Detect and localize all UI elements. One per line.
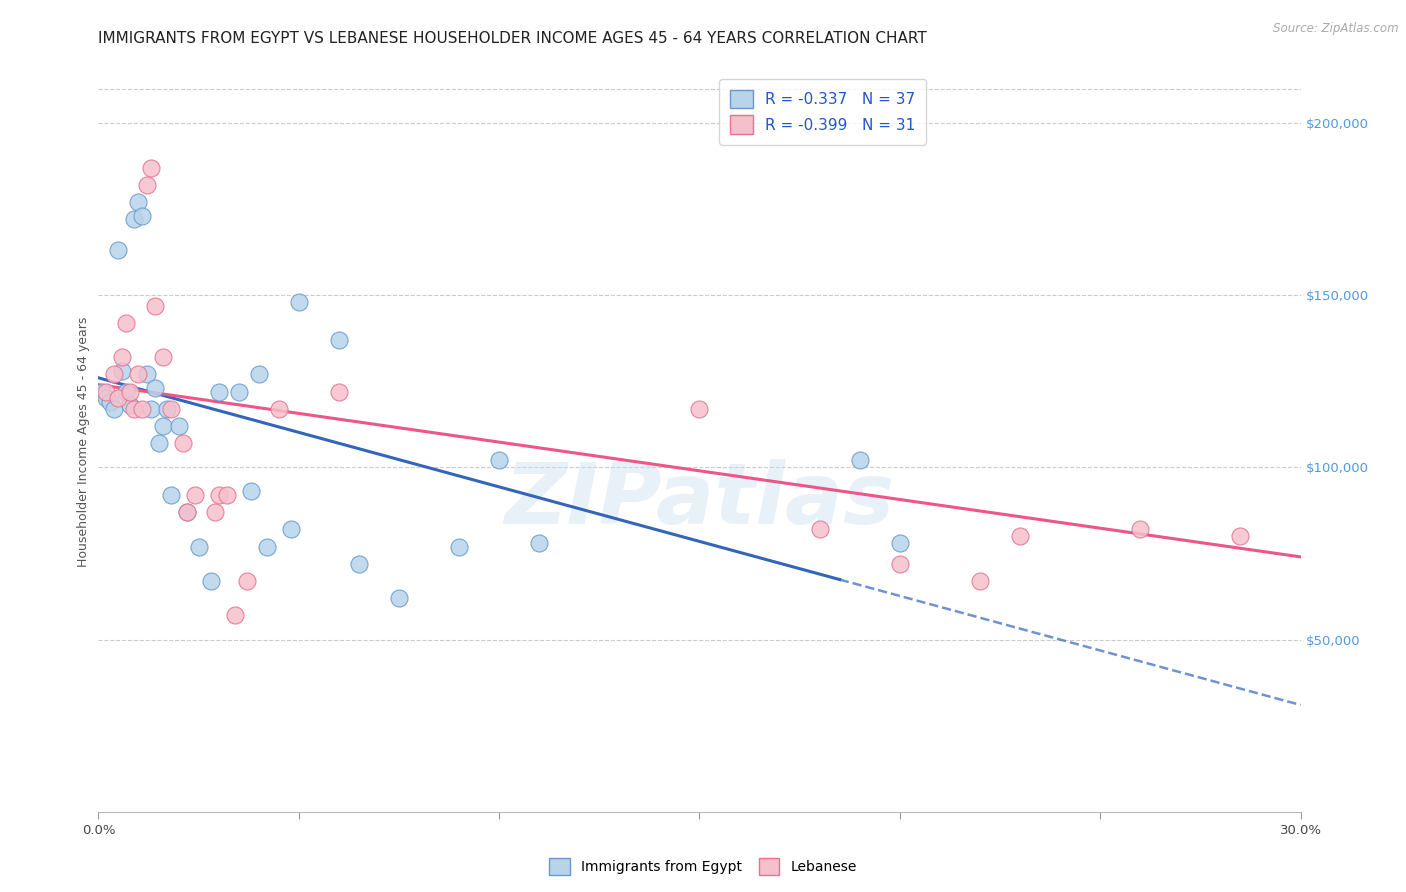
Point [115, 384, 138, 399]
Text: IMMIGRANTS FROM EGYPT VS LEBANESE HOUSEHOLDER INCOME AGES 45 - 64 YEARS CORRELAT: IMMIGRANTS FROM EGYPT VS LEBANESE HOUSEH… [98, 31, 927, 46]
Text: ZIPatlas: ZIPatlas [505, 459, 894, 542]
Point [347, 557, 370, 571]
Point [111, 364, 134, 378]
Point [107, 392, 129, 406]
Point [447, 540, 470, 554]
Legend: R = -0.337   N = 37, R = -0.399   N = 31: R = -0.337 N = 37, R = -0.399 N = 31 [720, 79, 927, 145]
Point [808, 522, 831, 536]
Point [247, 368, 270, 382]
Point [167, 419, 190, 434]
Point [208, 488, 231, 502]
Point [100, 395, 122, 409]
Point [1010, 529, 1032, 543]
Point [159, 401, 181, 416]
Point [120, 398, 142, 412]
Point [256, 540, 278, 554]
Point [183, 488, 205, 502]
Point [107, 244, 129, 258]
Point [288, 295, 311, 310]
Point [529, 536, 551, 550]
Point [111, 350, 134, 364]
Point [120, 384, 142, 399]
Point [131, 401, 153, 416]
Point [689, 401, 711, 416]
Point [328, 384, 350, 399]
Point [208, 384, 231, 399]
Point [96, 384, 118, 399]
Point [239, 484, 262, 499]
Point [1129, 522, 1152, 536]
Point [228, 384, 250, 399]
Point [488, 453, 510, 467]
Point [280, 522, 302, 536]
Point [267, 401, 290, 416]
Y-axis label: Householder Income Ages 45 - 64 years: Householder Income Ages 45 - 64 years [77, 317, 90, 566]
Point [224, 608, 246, 623]
Point [135, 178, 157, 192]
Point [1229, 529, 1251, 543]
Point [152, 350, 174, 364]
Point [148, 436, 170, 450]
Point [328, 333, 350, 347]
Point [128, 195, 150, 210]
Point [172, 436, 194, 450]
Point [204, 505, 226, 519]
Point [124, 401, 146, 416]
Point [103, 401, 125, 416]
Point [889, 557, 911, 571]
Point [155, 401, 177, 416]
Point [143, 381, 166, 395]
Point [200, 574, 222, 588]
Point [152, 419, 174, 434]
Point [91, 384, 114, 399]
Point [176, 505, 198, 519]
Legend: Immigrants from Egypt, Lebanese: Immigrants from Egypt, Lebanese [544, 853, 862, 880]
Point [159, 488, 181, 502]
Point [96, 392, 118, 406]
Point [388, 591, 411, 606]
Point [176, 505, 198, 519]
Point [187, 540, 209, 554]
Point [128, 368, 150, 382]
Text: Source: ZipAtlas.com: Source: ZipAtlas.com [1274, 22, 1399, 36]
Point [235, 574, 257, 588]
Point [139, 401, 162, 416]
Point [139, 161, 162, 175]
Point [215, 488, 238, 502]
Point [135, 368, 157, 382]
Point [115, 316, 138, 330]
Point [889, 536, 911, 550]
Point [131, 209, 153, 223]
Point [103, 368, 125, 382]
Point [124, 212, 146, 227]
Point [143, 299, 166, 313]
Point [849, 453, 872, 467]
Point [969, 574, 991, 588]
